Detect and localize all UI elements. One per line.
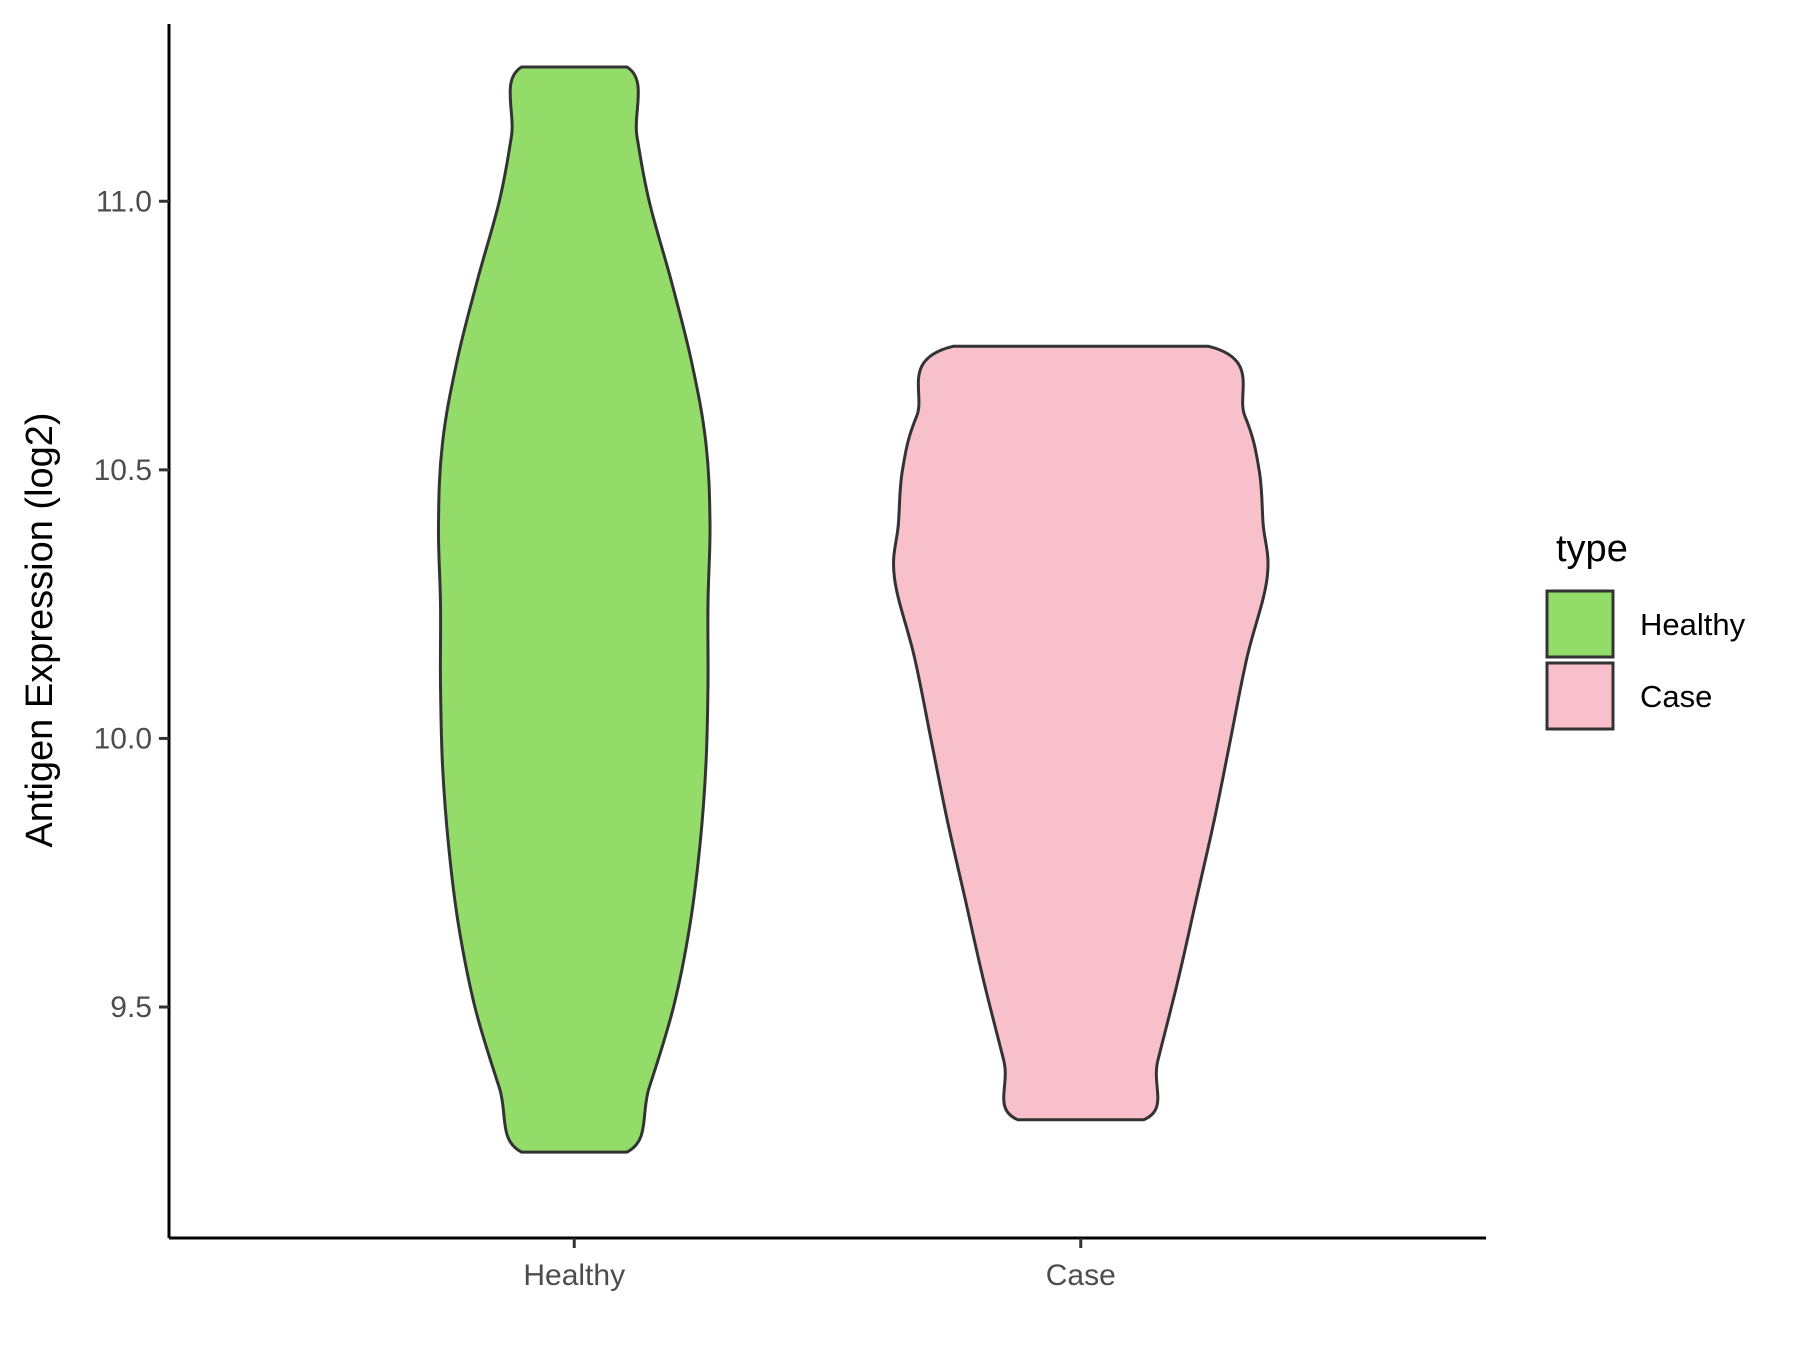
y-tick-label: 9.5: [110, 991, 152, 1024]
x-tick-label: Healthy: [523, 1259, 625, 1292]
legend-swatch-healthy: [1545, 589, 1615, 659]
violin-healthy: [436, 65, 712, 1154]
x-axis-ticks: Healthy Case: [523, 1238, 1116, 1292]
legend-label-healthy: Healthy: [1640, 607, 1746, 642]
x-tick-label: Case: [1046, 1259, 1116, 1292]
y-tick-label: 11.0: [96, 185, 152, 218]
y-tick-label: 10.0: [94, 722, 152, 755]
y-tick-label: 10.5: [94, 454, 152, 487]
legend-swatch-case: [1545, 661, 1615, 731]
violin-layer: [436, 65, 1270, 1154]
legend-title: type: [1556, 528, 1628, 570]
violin-case: [892, 344, 1270, 1122]
y-axis-title: Antigen Expression (log2): [19, 412, 61, 847]
y-axis-ticks: 9.5 10.0 10.5 11.0: [94, 185, 169, 1024]
legend-label-case: Case: [1640, 679, 1712, 714]
legend: type Healthy Case: [1545, 528, 1746, 731]
